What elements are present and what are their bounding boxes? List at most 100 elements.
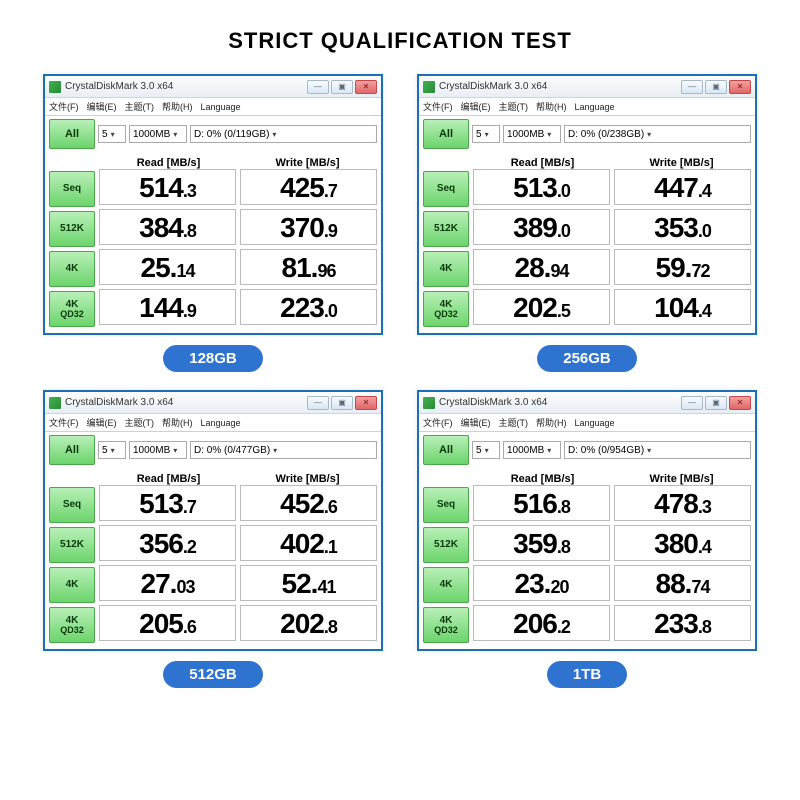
menu-item[interactable]: 帮助(H)	[162, 416, 193, 429]
result-row: 206.2233.8	[473, 605, 751, 641]
menu-item[interactable]: 文件(F)	[49, 100, 79, 113]
run-all-button[interactable]: All	[49, 435, 95, 465]
test-row-button[interactable]: 4KQD32	[423, 291, 469, 327]
test-size-dropdown[interactable]: 1000MB	[129, 441, 187, 459]
min-button[interactable]: —	[307, 396, 329, 410]
menu-item[interactable]: Language	[201, 418, 241, 428]
read-value: 206.2	[473, 605, 610, 641]
read-value: 202.5	[473, 289, 610, 325]
result-row: 144.9223.0	[99, 289, 377, 325]
min-button[interactable]: —	[681, 396, 703, 410]
menu-item[interactable]: 编辑(E)	[461, 100, 491, 113]
test-row-button[interactable]: 512K	[49, 211, 95, 247]
drive-dropdown[interactable]: D: 0% (0/954GB)	[564, 441, 751, 459]
window-titlebar: CrystalDiskMark 3.0 x64—▣✕	[419, 76, 755, 98]
result-row: 356.2402.1	[99, 525, 377, 561]
menu-item[interactable]: 帮助(H)	[536, 416, 567, 429]
controls-row: All51000MBD: 0% (0/238GB)	[419, 116, 755, 151]
test-row-button[interactable]: Seq	[423, 171, 469, 207]
run-all-button[interactable]: All	[423, 119, 469, 149]
read-value: 359.8	[473, 525, 610, 561]
result-row: 23.2088.74	[473, 565, 751, 601]
read-header: Read [MB/s]	[473, 157, 612, 169]
drive-dropdown[interactable]: D: 0% (0/477GB)	[190, 441, 377, 459]
test-size-dropdown[interactable]: 1000MB	[503, 441, 561, 459]
menu-item[interactable]: 编辑(E)	[87, 416, 117, 429]
results-area: Seq512K4K4KQD32Read [MB/s]Write [MB/s]51…	[45, 151, 381, 333]
read-value: 144.9	[99, 289, 236, 325]
menu-item[interactable]: 文件(F)	[423, 416, 453, 429]
drive-dropdown[interactable]: D: 0% (0/119GB)	[190, 125, 377, 143]
test-row-button[interactable]: 512K	[423, 211, 469, 247]
app-icon	[49, 397, 61, 409]
menu-item[interactable]: 主题(T)	[125, 416, 155, 429]
test-row-button[interactable]: 4KQD32	[49, 607, 95, 643]
controls-row: All51000MBD: 0% (0/477GB)	[45, 432, 381, 467]
read-value: 514.3	[99, 169, 236, 205]
test-row-button[interactable]: 512K	[49, 527, 95, 563]
menu-item[interactable]: 主题(T)	[499, 416, 529, 429]
read-header: Read [MB/s]	[99, 473, 238, 485]
test-row-button[interactable]: 4KQD32	[423, 607, 469, 643]
menu-item[interactable]: Language	[201, 102, 241, 112]
read-value: 23.20	[473, 565, 610, 601]
test-row-button[interactable]: Seq	[423, 487, 469, 523]
menu-item[interactable]: 帮助(H)	[536, 100, 567, 113]
runs-dropdown[interactable]: 5	[472, 441, 500, 459]
write-header: Write [MB/s]	[238, 157, 377, 169]
max-button[interactable]: ▣	[705, 80, 727, 94]
max-button[interactable]: ▣	[705, 396, 727, 410]
result-row: 359.8380.4	[473, 525, 751, 561]
test-size-dropdown[interactable]: 1000MB	[129, 125, 187, 143]
capacity-badge: 128GB	[163, 345, 263, 372]
menu-item[interactable]: 编辑(E)	[87, 100, 117, 113]
menu-item[interactable]: Language	[575, 102, 615, 112]
min-button[interactable]: —	[307, 80, 329, 94]
test-row-button[interactable]: 512K	[423, 527, 469, 563]
window-titlebar: CrystalDiskMark 3.0 x64—▣✕	[419, 392, 755, 414]
close-button[interactable]: ✕	[729, 396, 751, 410]
run-all-button[interactable]: All	[423, 435, 469, 465]
benchmark-panel: CrystalDiskMark 3.0 x64—▣✕文件(F)编辑(E)主题(T…	[40, 390, 386, 688]
read-value: 25.14	[99, 249, 236, 285]
read-value: 28.94	[473, 249, 610, 285]
test-size-dropdown[interactable]: 1000MB	[503, 125, 561, 143]
capacity-badge: 512GB	[163, 661, 263, 688]
write-value: 81.96	[240, 249, 377, 285]
test-row-button[interactable]: 4K	[49, 567, 95, 603]
test-row-button[interactable]: 4K	[423, 567, 469, 603]
menu-item[interactable]: 帮助(H)	[162, 100, 193, 113]
test-row-button[interactable]: 4K	[49, 251, 95, 287]
read-header: Read [MB/s]	[473, 473, 612, 485]
row-labels-column: Seq 512K 4K 4KQD32	[49, 487, 95, 645]
result-row: 202.5104.4	[473, 289, 751, 325]
menu-item[interactable]: 文件(F)	[423, 100, 453, 113]
test-row-button[interactable]: Seq	[49, 487, 95, 523]
write-header: Write [MB/s]	[238, 473, 377, 485]
test-row-button[interactable]: Seq	[49, 171, 95, 207]
close-button[interactable]: ✕	[355, 396, 377, 410]
result-row: 25.1481.96	[99, 249, 377, 285]
menu-item[interactable]: 主题(T)	[125, 100, 155, 113]
run-all-button[interactable]: All	[49, 119, 95, 149]
test-row-button[interactable]: 4KQD32	[49, 291, 95, 327]
write-value: 88.74	[614, 565, 751, 601]
read-value: 384.8	[99, 209, 236, 245]
menu-item[interactable]: Language	[575, 418, 615, 428]
max-button[interactable]: ▣	[331, 396, 353, 410]
menu-item[interactable]: 主题(T)	[499, 100, 529, 113]
results-area: Seq512K4K4KQD32Read [MB/s]Write [MB/s]51…	[419, 151, 755, 333]
close-button[interactable]: ✕	[355, 80, 377, 94]
row-labels-column: Seq 512K 4K 4KQD32	[423, 487, 469, 645]
close-button[interactable]: ✕	[729, 80, 751, 94]
runs-dropdown[interactable]: 5	[472, 125, 500, 143]
menu-item[interactable]: 编辑(E)	[461, 416, 491, 429]
runs-dropdown[interactable]: 5	[98, 125, 126, 143]
values-column: Read [MB/s]Write [MB/s]516.8478.3359.838…	[473, 467, 751, 645]
drive-dropdown[interactable]: D: 0% (0/238GB)	[564, 125, 751, 143]
test-row-button[interactable]: 4K	[423, 251, 469, 287]
menu-item[interactable]: 文件(F)	[49, 416, 79, 429]
max-button[interactable]: ▣	[331, 80, 353, 94]
min-button[interactable]: —	[681, 80, 703, 94]
runs-dropdown[interactable]: 5	[98, 441, 126, 459]
